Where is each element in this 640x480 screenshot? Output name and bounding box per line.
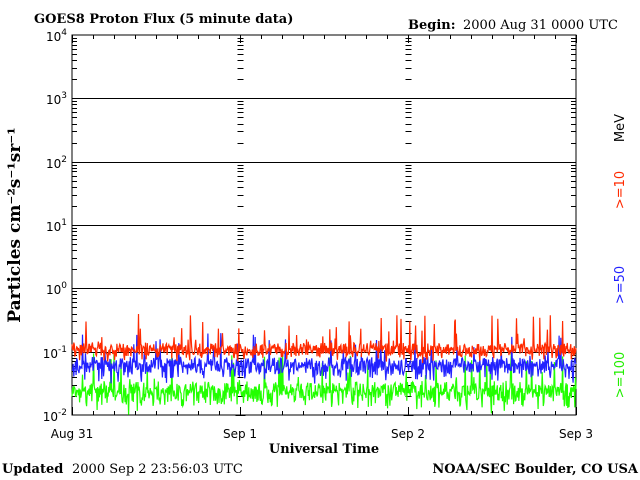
begin-value: 2000 Aug 31 0000 UTC bbox=[463, 18, 618, 33]
y-tick-label: 10-2 bbox=[43, 408, 67, 424]
y-axis-label: Particles cm⁻²s⁻¹sr⁻¹ bbox=[5, 127, 25, 322]
series-line bbox=[71, 333, 577, 384]
y-tick-label: 104 bbox=[46, 28, 67, 44]
x-tick-labels: Aug 31 Sep 1 Sep 2 Sep 3 bbox=[51, 427, 593, 441]
y-tick-label: 103 bbox=[46, 91, 67, 107]
y-tick-labels: 10-2 10-1 100 101 102 103 104 bbox=[43, 28, 68, 424]
updated-value: 2000 Sep 2 23:56:03 UTC bbox=[72, 462, 243, 477]
updated-label: Updated bbox=[2, 462, 63, 477]
x-tick-label: Aug 31 bbox=[51, 427, 94, 441]
legend-ge50: >=50 bbox=[613, 266, 628, 304]
x-tick-label: Sep 1 bbox=[223, 427, 257, 441]
legend-unit: MeV bbox=[613, 114, 628, 142]
credit-text: NOAA/SEC Boulder, CO USA bbox=[432, 462, 639, 477]
y-tick-label: 100 bbox=[46, 281, 67, 297]
y-tick-label: 102 bbox=[46, 155, 67, 171]
grid-lines bbox=[72, 35, 577, 416]
y-tick-label: 10-1 bbox=[43, 345, 67, 361]
legend: MeV >=10 >=50 >=100 bbox=[613, 114, 628, 398]
series-line bbox=[71, 313, 577, 364]
legend-ge10: >=10 bbox=[613, 171, 628, 209]
legend-ge100: >=100 bbox=[613, 352, 628, 399]
series-layer bbox=[71, 313, 577, 415]
y-tick-label: 101 bbox=[46, 218, 67, 234]
series-line bbox=[71, 351, 577, 415]
chart-title: GOES8 Proton Flux (5 minute data) bbox=[34, 12, 293, 27]
x-tick-label: Sep 3 bbox=[559, 427, 593, 441]
x-axis-label: Universal Time bbox=[269, 442, 379, 457]
begin-label: Begin: bbox=[408, 18, 456, 33]
x-tick-label: Sep 2 bbox=[391, 427, 425, 441]
